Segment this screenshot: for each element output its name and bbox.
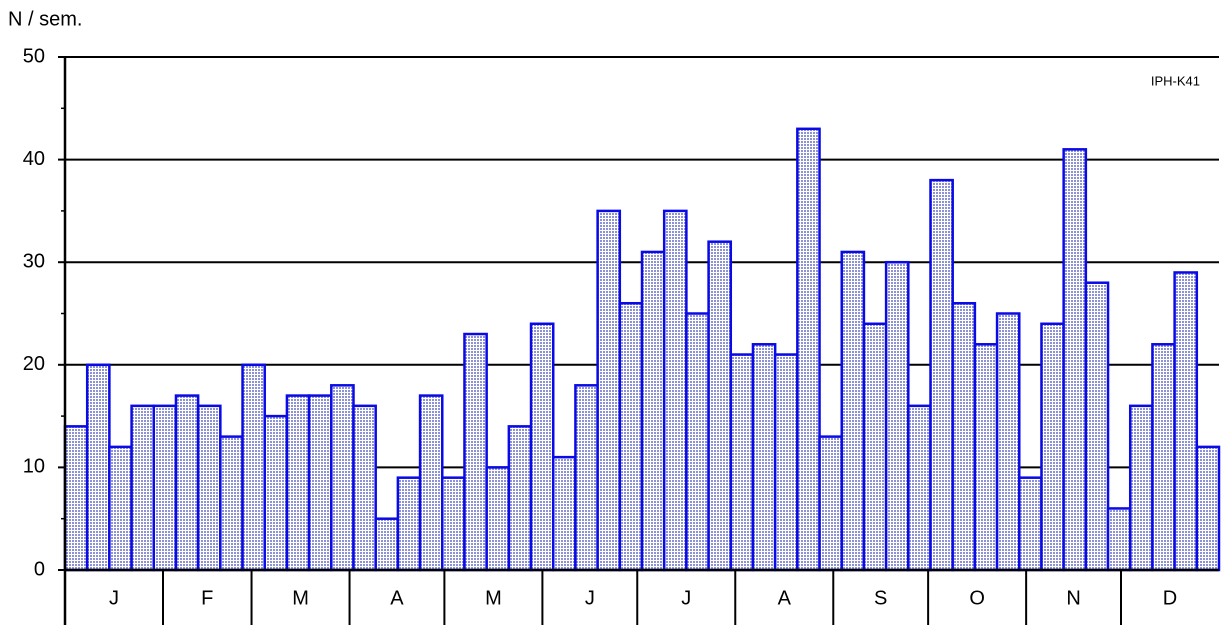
bar xyxy=(618,301,644,572)
bar xyxy=(640,250,666,572)
bar xyxy=(307,394,333,572)
month-label: A xyxy=(778,587,792,609)
bar xyxy=(1040,322,1065,572)
y-axis-label: N / sem. xyxy=(8,8,82,30)
bar xyxy=(729,353,755,572)
bar xyxy=(685,312,710,572)
bar xyxy=(707,240,733,572)
bar xyxy=(662,209,688,572)
bar xyxy=(773,353,799,572)
bar xyxy=(1018,476,1043,572)
bar xyxy=(596,209,622,572)
month-label: F xyxy=(201,587,213,609)
bar xyxy=(285,394,311,572)
bar xyxy=(85,363,111,572)
bar xyxy=(574,384,599,572)
bar xyxy=(929,178,954,572)
bar xyxy=(485,466,511,572)
bar xyxy=(1106,507,1132,572)
bar xyxy=(130,404,156,572)
bar xyxy=(1084,281,1110,572)
y-tick-label: 10 xyxy=(23,456,45,478)
bar xyxy=(1151,343,1176,572)
bar xyxy=(396,476,422,572)
bar xyxy=(995,312,1021,572)
bar xyxy=(152,404,178,572)
bar xyxy=(463,332,488,572)
bar xyxy=(263,414,289,572)
bar xyxy=(63,425,89,572)
month-label: M xyxy=(485,587,502,609)
bar xyxy=(330,384,355,572)
bar xyxy=(352,404,377,572)
y-tick-label: 30 xyxy=(23,250,45,272)
bar xyxy=(418,394,444,572)
bar xyxy=(219,435,244,572)
bar xyxy=(796,127,821,572)
bar xyxy=(1128,404,1154,572)
bar xyxy=(818,435,843,572)
bar xyxy=(1062,148,1088,572)
bar xyxy=(862,322,888,572)
bar xyxy=(108,445,133,572)
month-label: J xyxy=(585,587,595,609)
bar xyxy=(241,363,266,572)
month-label: O xyxy=(969,587,985,609)
bar xyxy=(884,260,910,572)
y-tick-label: 40 xyxy=(23,148,45,170)
bar xyxy=(174,394,200,572)
bar xyxy=(1173,271,1199,572)
bar xyxy=(973,343,999,572)
bar xyxy=(551,455,577,572)
annotation: IPH-K41 xyxy=(1151,73,1200,88)
bar xyxy=(951,301,977,572)
month-label: J xyxy=(109,587,119,609)
bar xyxy=(840,250,866,572)
bar xyxy=(751,343,777,572)
bar xyxy=(196,404,222,572)
month-label: J xyxy=(681,587,691,609)
y-tick-label: 0 xyxy=(34,558,45,580)
bar xyxy=(374,517,400,572)
bar xyxy=(529,322,555,572)
y-tick-label: 50 xyxy=(23,45,45,67)
bar xyxy=(907,404,932,572)
month-label: D xyxy=(1163,587,1177,609)
y-tick-label: 20 xyxy=(23,353,45,375)
month-label: A xyxy=(390,587,404,609)
month-label: N xyxy=(1066,587,1080,609)
bar xyxy=(507,425,533,572)
month-label: M xyxy=(292,587,309,609)
month-label: S xyxy=(874,587,887,609)
bar xyxy=(441,476,466,572)
bar xyxy=(1195,445,1221,572)
